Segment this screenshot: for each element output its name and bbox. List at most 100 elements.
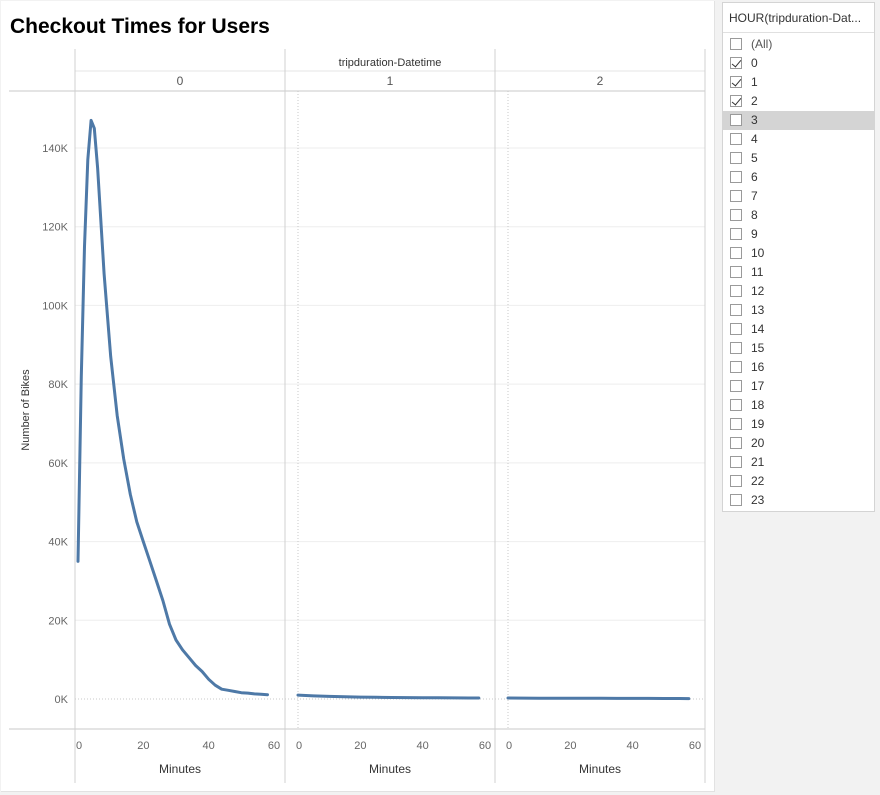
checkbox[interactable]	[730, 266, 742, 278]
checkbox[interactable]	[730, 285, 742, 297]
y-tick-label: 120K	[42, 222, 68, 234]
filter-item-label: 9	[751, 227, 758, 241]
filter-item-label: 18	[751, 398, 765, 412]
checkbox[interactable]	[730, 152, 742, 164]
filter-item[interactable]: 23	[723, 491, 874, 510]
filter-item-label: 21	[751, 455, 765, 469]
filter-item-label: 0	[751, 56, 758, 70]
filter-item-label: 3	[751, 113, 758, 127]
checkbox[interactable]	[730, 57, 742, 69]
hour-filter-card[interactable]: HOUR(tripduration-Dat... (All) 0 1 2 3 4 5 6 7 8 9…	[722, 2, 875, 512]
x-tick-label: 40	[203, 740, 215, 752]
y-axis-label: Number of Bikes	[20, 369, 32, 451]
panel-header: 2	[597, 74, 604, 88]
filter-item-label: 19	[751, 417, 765, 431]
filter-item[interactable]: 8	[723, 206, 874, 225]
x-tick-label: 20	[354, 740, 366, 752]
filter-item[interactable]: 6	[723, 168, 874, 187]
y-tick-label: 60K	[48, 458, 68, 470]
checkbox[interactable]	[730, 323, 742, 335]
filter-item-label: 11	[751, 265, 764, 279]
filter-item[interactable]: 5	[723, 149, 874, 168]
filter-item-label: 13	[751, 303, 765, 317]
checkbox[interactable]	[730, 114, 742, 126]
filter-item[interactable]: 13	[723, 301, 874, 320]
filter-item[interactable]: 10	[723, 244, 874, 263]
filter-item-label: 23	[751, 493, 765, 507]
filter-item-label: 12	[751, 284, 765, 298]
line-chart[interactable]: tripduration-Datetime 0K 20K 40K 60K 80K 100K 1…	[1, 1, 714, 791]
filter-item[interactable]: 19	[723, 415, 874, 434]
filter-item[interactable]: (All)	[723, 35, 874, 54]
series-line	[506, 696, 691, 701]
checkbox[interactable]	[730, 38, 742, 50]
filter-item-label: 15	[751, 341, 765, 355]
checkbox[interactable]	[730, 190, 742, 202]
checkbox[interactable]	[730, 171, 742, 183]
filter-item[interactable]: 16	[723, 358, 874, 377]
x-tick-label: 20	[137, 740, 149, 752]
filter-item-label: 14	[751, 322, 765, 336]
checkbox[interactable]	[730, 361, 742, 373]
filter-item-label: 5	[751, 151, 758, 165]
filter-item[interactable]: 15	[723, 339, 874, 358]
x-tick-label: 60	[479, 740, 491, 752]
y-tick-label: 140K	[42, 143, 68, 155]
filter-item[interactable]: 0	[723, 54, 874, 73]
filter-item[interactable]: 18	[723, 396, 874, 415]
checkbox[interactable]	[730, 304, 742, 316]
filter-item[interactable]: 7	[723, 187, 874, 206]
checkbox[interactable]	[730, 399, 742, 411]
filter-item-label: 8	[751, 208, 758, 222]
filter-list: (All) 0 1 2 3 4 5 6 7 8 9 10 11 12 13 14 15 16 17 18 19 20 21 2…	[723, 35, 874, 510]
checkbox[interactable]	[730, 380, 742, 392]
filter-item-label: 7	[751, 189, 758, 203]
checkbox[interactable]	[730, 76, 742, 88]
checkbox[interactable]	[730, 133, 742, 145]
filter-item[interactable]: 21	[723, 453, 874, 472]
checkbox[interactable]	[730, 228, 742, 240]
y-tick-label: 20K	[48, 615, 68, 627]
worksheet: Checkout Times for Users tripduration-Da…	[1, 1, 715, 792]
filter-item[interactable]: 14	[723, 320, 874, 339]
filter-title: HOUR(tripduration-Dat...	[723, 3, 874, 33]
filter-item-label: (All)	[751, 37, 773, 51]
checkbox[interactable]	[730, 209, 742, 221]
filter-item[interactable]: 12	[723, 282, 874, 301]
checkbox[interactable]	[730, 494, 742, 506]
column-header-title: tripduration-Datetime	[339, 57, 442, 69]
panel-header: 0	[177, 74, 184, 88]
filter-item-label: 22	[751, 474, 765, 488]
filter-item-label: 1	[751, 75, 758, 89]
filter-item[interactable]: 3	[723, 111, 874, 130]
series-line	[76, 118, 269, 697]
filter-item[interactable]: 11	[723, 263, 874, 282]
checkbox[interactable]	[730, 247, 742, 259]
filter-item[interactable]: 9	[723, 225, 874, 244]
filter-item-label: 6	[751, 170, 758, 184]
checkbox[interactable]	[730, 475, 742, 487]
checkbox[interactable]	[730, 437, 742, 449]
filter-item[interactable]: 1	[723, 73, 874, 92]
checkbox[interactable]	[730, 456, 742, 468]
checkbox[interactable]	[730, 95, 742, 107]
filter-item[interactable]: 4	[723, 130, 874, 149]
filter-item[interactable]: 22	[723, 472, 874, 491]
filter-item[interactable]: 17	[723, 377, 874, 396]
filter-item-label: 4	[751, 132, 758, 146]
filter-item-label: 20	[751, 436, 765, 450]
filter-item[interactable]: 20	[723, 434, 874, 453]
filter-item[interactable]: 2	[723, 92, 874, 111]
y-tick-label: 40K	[48, 537, 68, 549]
panel-header: 1	[387, 74, 394, 88]
x-tick-label: 40	[627, 740, 639, 752]
x-axis-label: Minutes	[159, 762, 201, 776]
x-tick-label: 0	[506, 740, 512, 752]
filter-item-label: 16	[751, 360, 765, 374]
x-tick-label: 60	[689, 740, 701, 752]
sheet-title: Checkout Times for Users	[10, 15, 270, 38]
checkbox[interactable]	[730, 342, 742, 354]
checkbox[interactable]	[730, 418, 742, 430]
y-tick-label: 0K	[55, 694, 69, 706]
